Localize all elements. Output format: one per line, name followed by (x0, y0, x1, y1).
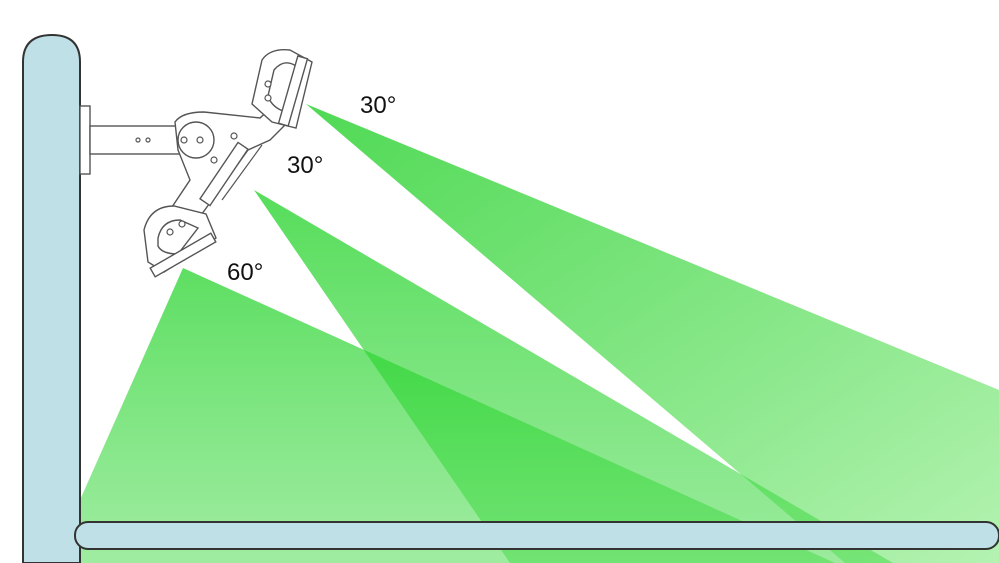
lower-lamp-head (143, 205, 217, 278)
upper-lamp-head (251, 49, 313, 129)
upper-30-degree-beam (306, 104, 999, 563)
lower-beam-angle-label: 60° (227, 259, 263, 286)
middle-beam-angle-label: 30° (287, 152, 323, 179)
middle-lamp-strip (199, 141, 263, 207)
horizontal-rail (74, 521, 999, 550)
light-fixture-assembly (143, 49, 313, 278)
lower-60-degree-beam (52, 268, 835, 563)
upper-beam-angle-label: 30° (360, 92, 396, 119)
middle-30-degree-beam (254, 190, 893, 563)
vertical-pole (22, 33, 81, 563)
mounting-bracket (79, 105, 183, 175)
